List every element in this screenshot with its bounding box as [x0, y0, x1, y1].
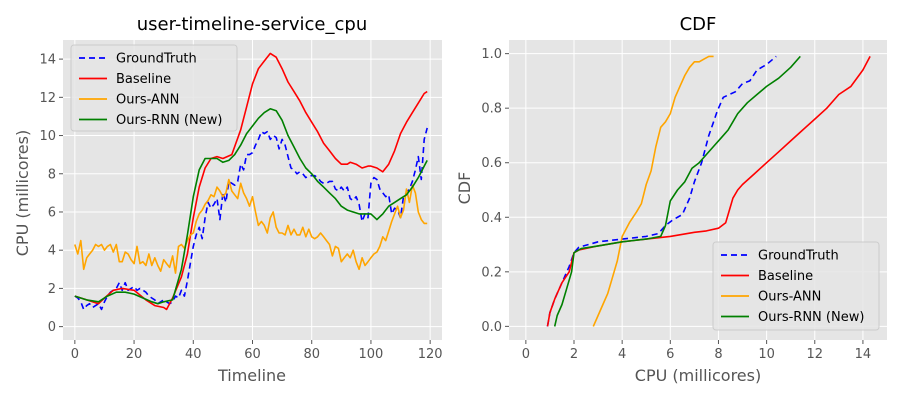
y-tick-label: 0 — [48, 320, 56, 335]
x-tick-label: 80 — [303, 347, 320, 362]
y-tick-label: 14 — [39, 53, 56, 68]
x-tick-label: 14 — [855, 347, 872, 362]
x-tick-label: 0 — [71, 347, 79, 362]
legend-label: GroundTruth — [116, 52, 197, 67]
series-line-ours-rnn-new — [74, 108, 428, 305]
legend-label: GroundTruth — [758, 249, 839, 264]
legend-label: Baseline — [116, 72, 171, 87]
legend-box — [70, 44, 238, 132]
y-tick-label: 0.2 — [481, 265, 502, 280]
series-line-baseline — [74, 52, 428, 311]
legend-label: Baseline — [758, 269, 813, 284]
chart-title: CDF — [680, 14, 717, 35]
x-tick-label: 60 — [244, 347, 261, 362]
y-tick-label: 2 — [48, 282, 56, 297]
x-tick-label: 10 — [758, 347, 775, 362]
y-tick-label: 10 — [39, 129, 56, 144]
x-tick-label: 0 — [522, 347, 530, 362]
legend-label: Ours-ANN — [116, 93, 179, 108]
legend-label: Ours-RNN (New) — [116, 113, 222, 128]
y-tick-label: 0.6 — [481, 156, 502, 171]
cdf-chart: CDF CPU (millicores) CDF 0 2 4 6 8 10 12 14 0.0 0… — [455, 14, 887, 385]
y-axis-label: CPU (millicores) — [13, 130, 32, 256]
y-tick-label: 12 — [39, 91, 56, 106]
series-line-ours-ann — [592, 55, 714, 327]
legend-label: Ours-ANN — [758, 290, 821, 305]
x-tick-label: 100 — [359, 347, 384, 362]
x-tick-label: 6 — [666, 347, 674, 362]
x-tick-label: 20 — [126, 347, 143, 362]
series-line-ours-rnn-new — [553, 55, 801, 327]
legend-box — [712, 241, 880, 331]
legend: GroundTruth Baseline Ours-ANN Ours-RNN (New… — [70, 44, 238, 132]
y-tick-label: 8 — [48, 167, 56, 182]
series-line-groundtruth — [546, 55, 777, 327]
x-axis-label: Timeline — [217, 366, 286, 385]
x-tick-label: 4 — [618, 347, 626, 362]
x-tick-label: 12 — [806, 347, 823, 362]
chart-title: user-timeline-service_cpu — [137, 14, 367, 35]
x-axis-label: CPU (millicores) — [635, 366, 761, 385]
series-line-groundtruth — [74, 127, 428, 311]
y-tick-label: 0.0 — [481, 320, 502, 335]
x-tick-label: 8 — [714, 347, 722, 362]
x-tick-label: 40 — [185, 347, 202, 362]
x-tick-label: 2 — [570, 347, 578, 362]
y-tick-label: 4 — [48, 244, 56, 259]
y-tick-label: 0.8 — [481, 102, 502, 117]
legend-label: Ours-RNN (New) — [758, 310, 864, 325]
series-line-ours-ann — [74, 178, 428, 274]
legend: GroundTruth Baseline Ours-ANN Ours-RNN (New… — [712, 241, 880, 331]
timeline-chart: user-timeline-service_cpu Timeline CPU (… — [13, 14, 443, 385]
y-tick-label: 0.4 — [481, 211, 502, 226]
y-tick-label: 1.0 — [481, 47, 502, 62]
y-tick-label: 6 — [48, 205, 56, 220]
y-axis-label: CDF — [455, 172, 474, 205]
x-tick-label: 120 — [418, 347, 443, 362]
